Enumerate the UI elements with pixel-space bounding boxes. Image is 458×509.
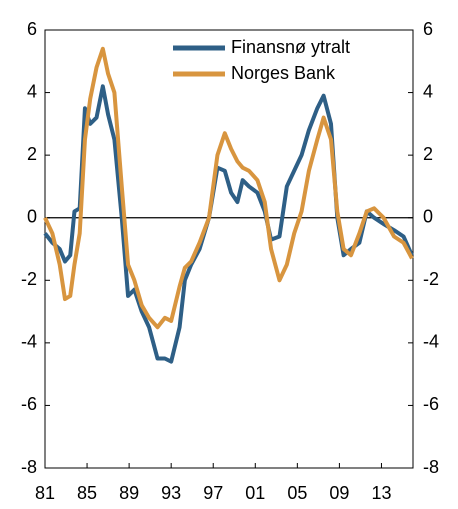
legend-label: Finansnø ytralt [231, 37, 350, 57]
y2-tick-label: 4 [423, 81, 433, 101]
series-line [43, 84, 414, 364]
y2-tick-label: -6 [423, 394, 439, 414]
x-tick-label: 97 [203, 483, 223, 503]
y2-tick-label: 0 [423, 206, 433, 226]
y-tick-label: 4 [27, 81, 37, 101]
y-tick-label: -4 [21, 332, 37, 352]
y-tick-label: 2 [27, 144, 37, 164]
x-tick-label: 05 [287, 483, 307, 503]
y2-tick-label: -8 [423, 457, 439, 477]
series-line [43, 46, 414, 330]
x-tick-label: 89 [119, 483, 139, 503]
x-tick-label: 81 [35, 483, 55, 503]
y-tick-label: -8 [21, 457, 37, 477]
x-tick-label: 09 [329, 483, 349, 503]
x-tick-label: 93 [161, 483, 181, 503]
y-tick-label: 0 [27, 206, 37, 226]
y2-tick-label: 2 [423, 144, 433, 164]
y2-tick-label: -4 [423, 332, 439, 352]
x-tick-label: 01 [245, 483, 265, 503]
y-tick-label: 6 [27, 19, 37, 39]
plot-frame [44, 29, 414, 469]
y2-tick-label: -2 [423, 269, 439, 289]
y-tick-label: -2 [21, 269, 37, 289]
y2-tick-label: 6 [423, 19, 433, 39]
x-tick-label: 85 [77, 483, 97, 503]
legend-label: Norges Bank [231, 63, 336, 83]
y-tick-label: -6 [21, 394, 37, 414]
x-tick-label: 13 [371, 483, 391, 503]
